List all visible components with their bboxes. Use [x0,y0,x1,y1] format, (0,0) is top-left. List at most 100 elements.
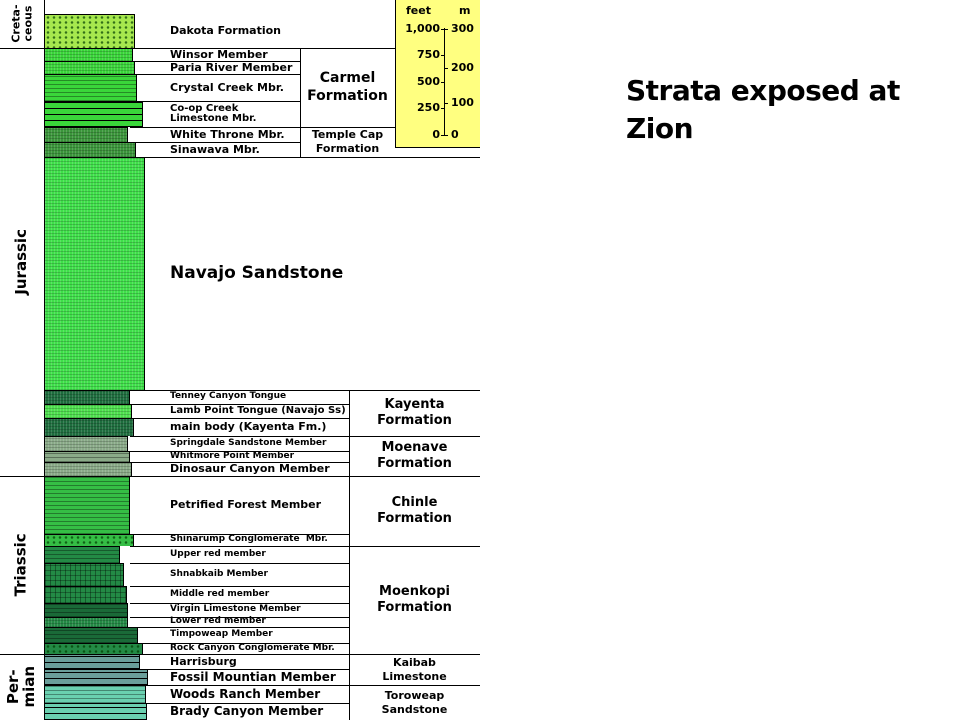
member-label: Dinosaur Canyon Member [170,462,330,476]
rock-layer-lower-red-member [45,617,128,627]
rock-layer-crystal-creek-mbr [45,74,137,101]
rock-layer-harrisburg [45,654,140,669]
member-label: Lamb Point Tongue (Navajo Ss) [170,404,346,416]
formation-chinle-formation: Chinle Formation [377,494,452,526]
rock-layer-shinarump-conglomerate-mbr [45,534,134,546]
member-label: Harrisburg [170,654,237,668]
member-label: Springdale Sandstone Member [170,437,327,448]
row-divider [130,685,349,686]
scale-feet-label: feet [406,4,431,17]
rock-layer-navajo-sandstone [45,157,145,390]
rock-layer-dakota-formation [45,14,135,48]
rock-layer-main-body-kayenta-fm [45,418,134,436]
row-divider [130,127,300,128]
scale-m-tick: 0 [451,128,459,141]
scale-feet-tick: 1,000 [405,22,440,35]
row-divider [130,74,300,75]
formation-toroweap-sandstone: Toroweap Sandstone [381,688,448,716]
member-label: Brady Canyon Member [170,704,324,719]
rock-layer-co-op-creek-limestone-mbr [45,101,143,127]
page-title: Strata exposed at Zion [626,72,900,148]
member-label: Lower red member [170,616,266,627]
rock-layer-brady-canyon-member [45,703,147,720]
row-divider [130,390,480,391]
formation-divider [300,48,395,49]
formation-moenkopi-formation: Moenkopi Formation [377,583,452,615]
rock-layer-upper-red-member [45,546,120,563]
member-label: Virgin Limestone Member [170,604,301,615]
period-label: Jurassic [12,229,31,295]
member-label: Paria River Member [170,60,293,74]
row-divider [130,546,349,547]
scale-feet-tick: 750 [417,48,440,61]
rock-layer-whitmore-point-member [45,451,130,462]
formation-divider [349,654,350,685]
rock-layer-springdale-sandstone-member [45,436,128,451]
member-label: Rock Canyon Conglomerate Mbr. [170,642,335,653]
period-jurassic: Jurassic [0,48,44,476]
period-boundary [0,476,480,477]
formation-divider [300,127,301,157]
row-divider [130,627,349,628]
member-label: White Throne Mbr. [170,127,285,141]
row-divider [130,669,349,670]
row-divider [44,157,480,158]
member-label: Crystal Creek Mbr. [170,80,284,94]
scale-feet-tick: 0 [432,128,440,141]
period-column-border [44,0,45,720]
thickness-scale: feet m 1,000 750 500 250 0 300 200 100 0 [395,0,480,148]
formation-divider [349,436,480,437]
period-boundary [0,48,44,49]
row-divider [130,603,349,604]
formation-divider [349,390,350,436]
rock-layer-paria-river-member [45,61,135,74]
row-divider [130,142,300,143]
row-divider [130,563,349,564]
member-label: Sinawava Mbr. [170,142,260,156]
row-divider [130,586,349,587]
row-divider [130,703,349,704]
member-label: Shnabkaib Member [170,568,268,579]
period-label: Creta- ceous [9,4,34,44]
rock-layer-winsor-member [45,48,133,61]
member-label: Woods Ranch Member [170,686,321,701]
scale-feet-tick: 500 [417,75,440,88]
period-creta-ceous: Creta- ceous [0,0,44,48]
formation-divider [349,546,350,654]
formation-divider [349,436,350,476]
formation-divider [300,127,395,128]
member-label: Whitmore Point Member [170,450,295,461]
formation-divider [349,685,480,686]
row-divider [130,451,349,452]
row-divider [130,617,349,618]
rock-layer-lamb-point-tongue-navajo-ss [45,404,132,418]
member-label: Fossil Mountian Member [170,669,336,684]
rock-layer-virgin-limestone-member [45,603,128,617]
scale-m-tick: 300 [451,22,474,35]
member-label: Tenney Canyon Tongue [170,391,287,402]
period-label: Triassic [12,533,31,597]
row-divider [130,534,349,535]
row-divider [130,48,300,49]
member-label: Shinarump Conglomerate Mbr. [170,534,328,545]
member-label: Middle red member [170,588,270,599]
formation-divider [349,546,480,547]
row-divider [130,462,349,463]
rock-layer-tenney-canyon-tongue [45,390,130,404]
row-divider [130,418,349,419]
formation-temple-cap-formation: Temple Cap Formation [311,128,384,155]
formation-carmel-formation: Carmel Formation [307,70,388,104]
scale-feet-tick: 250 [417,101,440,114]
row-divider [130,61,300,62]
member-label: Winsor Member [170,47,268,61]
period-label: Per- mian [4,666,38,708]
title-line-1: Strata exposed at [626,74,900,107]
member-label: Dakota Formation [170,24,281,38]
rock-layer-timpoweap-member [45,627,138,643]
row-divider [130,404,349,405]
member-label: Upper red member [170,548,266,559]
rock-layer-rock-canyon-conglomerate-mbr [45,643,143,654]
rock-layer-dinosaur-canyon-member [45,462,132,476]
rock-layer-middle-red-member [45,586,127,603]
title-line-2: Zion [626,112,694,145]
